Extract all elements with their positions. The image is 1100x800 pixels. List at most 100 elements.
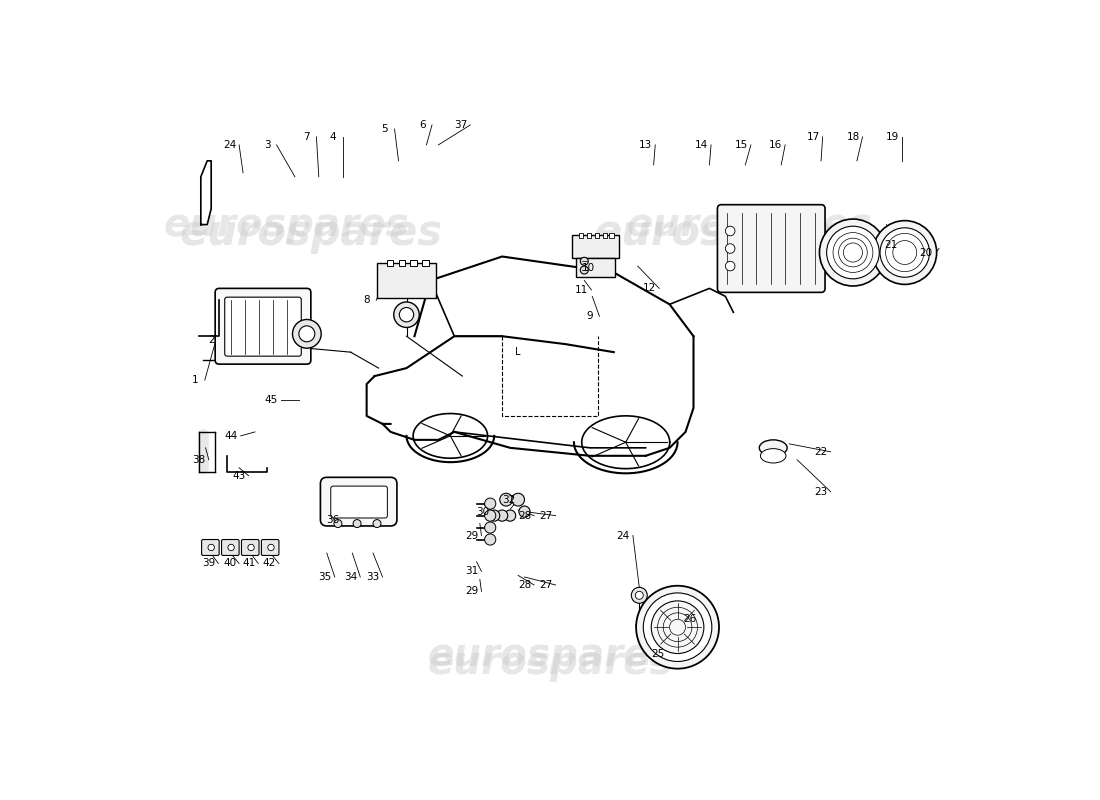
Text: 33: 33 xyxy=(366,572,379,582)
Circle shape xyxy=(636,591,644,599)
Circle shape xyxy=(399,307,414,322)
Circle shape xyxy=(725,244,735,254)
Circle shape xyxy=(873,221,937,285)
Text: 36: 36 xyxy=(327,514,340,525)
FancyBboxPatch shape xyxy=(576,258,615,278)
Text: 11: 11 xyxy=(575,285,589,295)
Bar xyxy=(386,260,393,266)
Text: 1: 1 xyxy=(191,375,198,385)
Circle shape xyxy=(725,226,735,236)
Circle shape xyxy=(512,494,525,506)
Text: eurospares: eurospares xyxy=(626,206,872,244)
Text: 16: 16 xyxy=(769,140,782,150)
Circle shape xyxy=(293,319,321,348)
Text: 42: 42 xyxy=(263,558,276,569)
Text: 7: 7 xyxy=(304,132,310,142)
Text: eurospares: eurospares xyxy=(164,206,410,244)
Bar xyxy=(410,260,417,266)
Circle shape xyxy=(499,494,513,506)
Text: 34: 34 xyxy=(344,572,358,582)
Text: 23: 23 xyxy=(814,486,827,497)
Text: 13: 13 xyxy=(639,140,652,150)
Circle shape xyxy=(496,510,508,521)
Text: 18: 18 xyxy=(846,132,859,142)
FancyBboxPatch shape xyxy=(717,205,825,292)
Text: 31: 31 xyxy=(465,566,478,577)
Text: eurospares: eurospares xyxy=(427,636,673,674)
Circle shape xyxy=(880,228,929,278)
Circle shape xyxy=(248,544,254,550)
Text: 44: 44 xyxy=(224,431,238,441)
Text: 24: 24 xyxy=(617,530,630,541)
Text: 14: 14 xyxy=(695,140,708,150)
Bar xyxy=(579,234,583,238)
Text: 26: 26 xyxy=(683,614,696,624)
Circle shape xyxy=(334,519,342,527)
Bar xyxy=(603,234,607,238)
FancyBboxPatch shape xyxy=(572,235,619,258)
Text: 30: 30 xyxy=(476,506,490,517)
FancyBboxPatch shape xyxy=(201,539,219,555)
Circle shape xyxy=(208,544,214,550)
Bar xyxy=(586,234,592,238)
Text: 32: 32 xyxy=(502,494,515,505)
Text: 27: 27 xyxy=(539,580,552,590)
FancyBboxPatch shape xyxy=(216,288,311,364)
Text: 22: 22 xyxy=(814,447,827,457)
Circle shape xyxy=(485,522,496,533)
FancyBboxPatch shape xyxy=(221,539,239,555)
Text: 39: 39 xyxy=(202,558,216,569)
Circle shape xyxy=(485,534,496,545)
Text: 10: 10 xyxy=(582,263,595,274)
FancyBboxPatch shape xyxy=(262,539,279,555)
Circle shape xyxy=(505,510,516,521)
Ellipse shape xyxy=(759,440,788,456)
Circle shape xyxy=(299,326,315,342)
Text: eurospares: eurospares xyxy=(427,644,673,682)
Bar xyxy=(422,260,429,266)
Text: 12: 12 xyxy=(644,283,657,294)
Text: 6: 6 xyxy=(419,120,426,130)
Bar xyxy=(398,260,405,266)
Text: 25: 25 xyxy=(651,649,664,658)
Circle shape xyxy=(826,226,879,279)
Circle shape xyxy=(488,510,499,521)
Text: 9: 9 xyxy=(586,311,593,322)
Text: 4: 4 xyxy=(330,132,337,142)
Circle shape xyxy=(581,266,589,274)
Circle shape xyxy=(228,544,234,550)
Text: 2: 2 xyxy=(208,335,214,346)
Text: 19: 19 xyxy=(887,132,900,142)
Text: eurospares: eurospares xyxy=(594,211,857,254)
Circle shape xyxy=(373,519,381,527)
Text: 8: 8 xyxy=(363,295,370,306)
Text: 41: 41 xyxy=(242,558,255,569)
FancyBboxPatch shape xyxy=(242,539,258,555)
Text: 3: 3 xyxy=(264,140,271,150)
FancyBboxPatch shape xyxy=(331,486,387,518)
Circle shape xyxy=(267,544,274,550)
Circle shape xyxy=(725,262,735,271)
Ellipse shape xyxy=(760,449,786,463)
Circle shape xyxy=(651,601,704,654)
Circle shape xyxy=(519,506,530,517)
Circle shape xyxy=(644,593,712,662)
Text: 28: 28 xyxy=(518,580,531,590)
Circle shape xyxy=(485,510,496,521)
FancyBboxPatch shape xyxy=(377,263,436,298)
Text: 24: 24 xyxy=(223,140,236,150)
Circle shape xyxy=(485,498,496,510)
Text: 27: 27 xyxy=(539,510,552,521)
Text: 45: 45 xyxy=(264,395,277,405)
Text: 17: 17 xyxy=(806,132,820,142)
Circle shape xyxy=(631,587,647,603)
Text: 40: 40 xyxy=(223,558,236,569)
Text: 29: 29 xyxy=(465,586,478,596)
Text: 37: 37 xyxy=(454,120,467,130)
Text: eurospares: eurospares xyxy=(179,211,442,254)
Text: 35: 35 xyxy=(319,572,332,582)
Circle shape xyxy=(636,586,719,669)
Text: 43: 43 xyxy=(232,470,245,481)
Text: L: L xyxy=(516,347,521,357)
FancyBboxPatch shape xyxy=(224,297,301,356)
